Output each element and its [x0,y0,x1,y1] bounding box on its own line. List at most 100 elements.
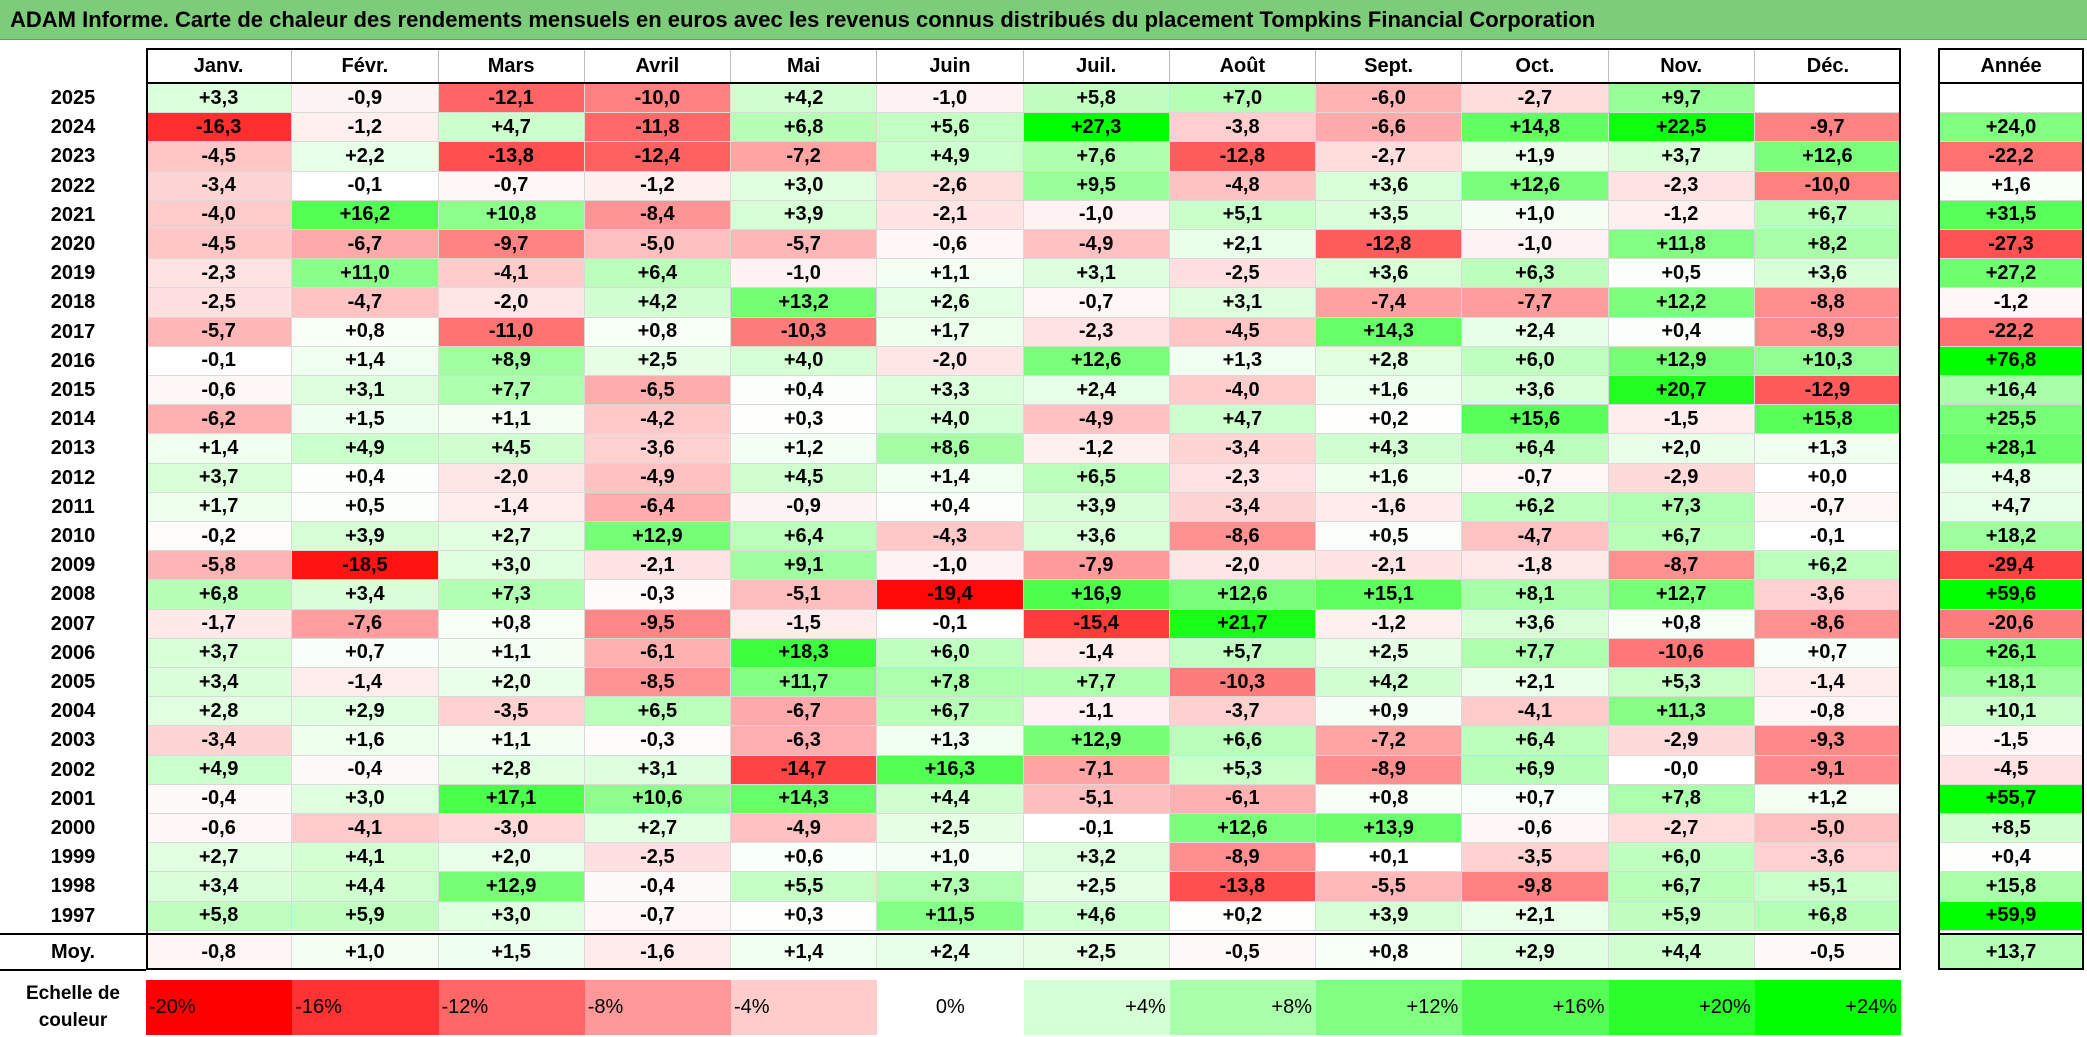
heatmap-cell: +4,5 [438,434,585,464]
heatmap-cell: +2,9 [292,697,439,727]
heatmap-cell: +5,3 [1169,755,1316,785]
color-scale-swatch: -4% [731,980,878,1035]
heatmap-cell: +6,4 [1462,726,1609,756]
heatmap-cell: -4,2 [584,405,731,435]
heatmap-cell: +6,6 [1169,726,1316,756]
heatmap-cell: -4,7 [292,288,439,318]
heatmap-cell: -1,2 [1316,609,1463,639]
heatmap-cell: -12,1 [438,84,585,114]
heatmap-cell: -3,6 [584,434,731,464]
row-year-label: 2001 [50,787,96,810]
heatmap-cell: +10,8 [438,200,585,230]
heatmap-cell: -3,4 [1169,434,1316,464]
heatmap-cell: +0,2 [1169,901,1316,931]
annual-cell [1938,84,2084,114]
heatmap-cell: +4,4 [877,784,1024,814]
heatmap-cell: -8,7 [1608,551,1755,581]
heatmap-cell: -8,9 [1169,843,1316,873]
heatmap-cell: +1,5 [292,405,439,435]
heatmap-cell: +2,5 [584,346,731,376]
annual-cell: +4,7 [1938,492,2084,522]
heatmap-cell: +6,7 [1754,200,1901,230]
heatmap-cell: +14,3 [1316,317,1463,347]
heatmap-cell: +2,1 [1462,668,1609,698]
heatmap-cell: +3,6 [1754,259,1901,289]
heatmap-cell: +7,8 [877,668,1024,698]
heatmap-cell: +6,5 [584,697,731,727]
heatmap-cell: +4,4 [292,872,439,902]
heatmap-cell: +4,2 [1316,668,1463,698]
heatmap-cell: -9,8 [1462,872,1609,902]
heatmap-cell: -11,0 [438,317,585,347]
annual-cell: -1,2 [1938,288,2084,318]
heatmap-cell: +8,6 [877,434,1024,464]
heatmap-cell: -2,3 [1169,463,1316,493]
heatmap-cell: -0,0 [1608,755,1755,785]
heatmap-cell: +20,7 [1608,376,1755,406]
heatmap-cell: +12,9 [1608,346,1755,376]
heatmap-cell: -4,1 [438,259,585,289]
heatmap-cell: -3,6 [1754,843,1901,873]
heatmap-cell: -7,9 [1023,551,1170,581]
heatmap-cell: +4,6 [1023,901,1170,931]
average-cell: +2,9 [1462,934,1609,970]
annual-cell: +1,6 [1938,171,2084,201]
heatmap-cell: -12,4 [584,142,731,172]
heatmap-cell: +2,0 [1608,434,1755,464]
average-cell: -0,5 [1169,934,1316,970]
heatmap-cell: +1,1 [877,259,1024,289]
heatmap-cell: +2,0 [438,668,585,698]
heatmap-cell: +6,4 [731,522,878,552]
row-year-label: 2013 [50,437,96,460]
heatmap-cell: +2,5 [1316,638,1463,668]
annual-cell: +0,4 [1938,843,2084,873]
row-year-label: 2009 [50,554,96,577]
heatmap-cell: +12,7 [1608,580,1755,610]
row-year-label: 1999 [50,846,96,869]
heatmap-cell: -0,9 [292,84,439,114]
heatmap-cell: -1,5 [731,609,878,639]
heatmap-cell: -9,3 [1754,726,1901,756]
heatmap-cell: -2,7 [1608,814,1755,844]
annual-cell: -4,5 [1938,755,2084,785]
color-scale-swatch: -20% [146,980,293,1035]
heatmap-cell: +4,1 [292,843,439,873]
row-year-label: 2024 [50,116,96,139]
color-scale-swatch: +8% [1169,980,1316,1035]
heatmap-cell: -0,1 [1754,522,1901,552]
heatmap-cell: +0,5 [1316,522,1463,552]
heatmap-cell: -1,0 [877,551,1024,581]
month-header: Déc. [1806,54,1849,77]
heatmap-cell: -1,0 [877,84,1024,114]
heatmap-cell: -1,7 [146,609,293,639]
heatmap-cell: +4,9 [877,142,1024,172]
heatmap-cell: -0,1 [146,346,293,376]
heatmap-cell: +17,1 [438,784,585,814]
heatmap-cell: -8,6 [1169,522,1316,552]
heatmap-cell: +1,4 [146,434,293,464]
heatmap-cell: +9,1 [731,551,878,581]
heatmap-cell: +4,3 [1316,434,1463,464]
heatmap-cell: +2,7 [584,814,731,844]
month-header: Nov. [1609,50,1755,82]
heatmap-cell: +12,9 [1023,726,1170,756]
heatmap-cell: -5,7 [731,230,878,260]
average-annual-cell: +13,7 [1938,934,2084,970]
heatmap-cell: -1,1 [1023,697,1170,727]
heatmap-cell: -4,0 [146,200,293,230]
heatmap-cell: -4,9 [1023,405,1170,435]
heatmap-cell: -5,0 [1754,814,1901,844]
heatmap-cell: -9,5 [584,609,731,639]
row-year-label: 2017 [50,320,96,343]
heatmap-cell: +0,3 [731,405,878,435]
heatmap-cell: -0,1 [877,609,1024,639]
heatmap-cell: +12,6 [1169,580,1316,610]
row-year-label: 2006 [50,641,96,664]
heatmap-cell: +3,4 [292,580,439,610]
color-scale-swatch: -16% [292,980,439,1035]
heatmap-cell: -0,7 [438,171,585,201]
heatmap-cell: +0,7 [1754,638,1901,668]
heatmap-cell: -4,9 [731,814,878,844]
month-header: Mars [439,50,585,82]
heatmap-cell: +6,8 [146,580,293,610]
